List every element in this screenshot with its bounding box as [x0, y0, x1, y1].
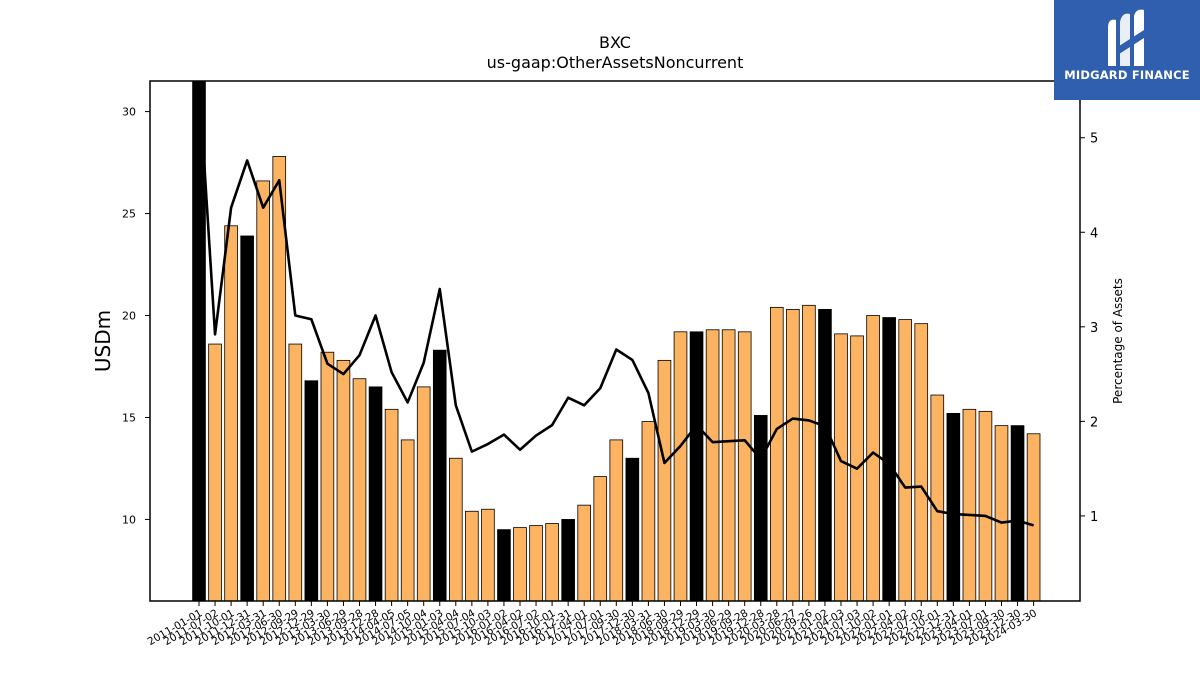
bar-2016-12-31 — [561, 519, 575, 601]
y2-tick-label: 1 — [1090, 510, 1098, 525]
bar-2019-03-30 — [705, 329, 720, 601]
bar-2021-04-03 — [834, 333, 848, 601]
bar-2011-10-01 — [224, 225, 238, 601]
bar-2014-10-04 — [416, 386, 431, 601]
bar-2016-04-02 — [513, 527, 527, 601]
bar-2018-03-31 — [641, 421, 656, 601]
plot-frame — [149, 80, 1081, 602]
bar-2022-12-31 — [946, 412, 961, 601]
bar-2021-01-02 — [818, 308, 832, 601]
y-tick-label: 10 — [122, 513, 136, 526]
bar-2011-12-31 — [240, 235, 254, 601]
bar-2023-07-01 — [978, 410, 993, 601]
bar-2023-12-30 — [1010, 425, 1025, 601]
bar-2019-12-28 — [753, 415, 768, 601]
y-tick-label: 25 — [122, 208, 136, 221]
bar-2020-06-27 — [786, 308, 800, 601]
bar-2012-03-31 — [256, 180, 270, 601]
bar-2017-09-30 — [609, 439, 624, 601]
logo-text: MIDGARD FINANCE — [1064, 68, 1190, 82]
midgard-finance-logo: MIDGARD FINANCE — [1054, 0, 1200, 100]
y-tick-label: 20 — [122, 310, 136, 323]
bar-2016-01-02 — [497, 529, 511, 601]
bar-2016-07-02 — [529, 525, 543, 601]
y2-axis-label: Percentage of Assets — [1111, 278, 1125, 404]
y2-tick-label: 4 — [1090, 226, 1098, 241]
chart-subtitle: us-gaap:OtherAssetsNoncurrent — [487, 53, 744, 72]
y2-tick-label: 2 — [1090, 415, 1098, 430]
bar-2022-07-02 — [914, 323, 929, 601]
bar-2012-12-29 — [304, 380, 319, 601]
bar-2019-09-28 — [737, 331, 752, 601]
bar-2013-09-28 — [352, 378, 367, 601]
y-tick-label: 15 — [122, 411, 136, 424]
y-tick-label: 30 — [122, 106, 136, 119]
bar-2014-07-05 — [400, 439, 415, 601]
bar-2024-03-30 — [1026, 433, 1041, 601]
bar-2011-07-02 — [208, 343, 222, 601]
bar-2013-06-29 — [336, 359, 351, 601]
bar-2023-04-01 — [962, 408, 977, 601]
bar-2015-10-03 — [481, 508, 495, 601]
bar-2012-09-29 — [288, 343, 303, 601]
bar-2014-04-05 — [384, 408, 399, 601]
y2-tick-label: 3 — [1090, 321, 1098, 336]
bar-2011-01-01 — [192, 81, 206, 601]
bar-2020-03-28 — [770, 306, 784, 601]
bar-2015-07-04 — [465, 510, 479, 601]
bar-2018-12-29 — [689, 331, 704, 601]
bar-2013-03-30 — [320, 351, 335, 601]
bar-2017-12-30 — [625, 457, 640, 601]
bar-2018-09-29 — [673, 331, 688, 601]
percentage-line — [197, 81, 1034, 527]
bar-2022-04-02 — [898, 319, 912, 601]
bar-2015-01-03 — [432, 349, 447, 601]
bar-2023-09-30 — [994, 425, 1009, 601]
y2-tick-label: 5 — [1090, 132, 1098, 147]
y-axis-label: USDm — [91, 310, 115, 372]
bar-2017-04-01 — [577, 504, 591, 601]
bar-2016-10-01 — [545, 523, 559, 601]
bar-2022-10-01 — [930, 394, 945, 601]
line-series — [197, 81, 1034, 527]
midgard-logo-icon — [1108, 9, 1144, 67]
bar-2015-04-04 — [448, 457, 463, 601]
axes: 1015202530123452011-01-012011-07-022011-… — [122, 80, 1098, 648]
bar-2018-06-30 — [657, 359, 672, 601]
bar-2020-09-26 — [802, 304, 816, 601]
bar-series — [192, 81, 1041, 601]
bar-2019-06-29 — [721, 329, 736, 601]
chart-title: BXC — [599, 33, 631, 52]
bar-2013-12-28 — [368, 386, 383, 601]
bar-2017-07-01 — [593, 476, 608, 601]
